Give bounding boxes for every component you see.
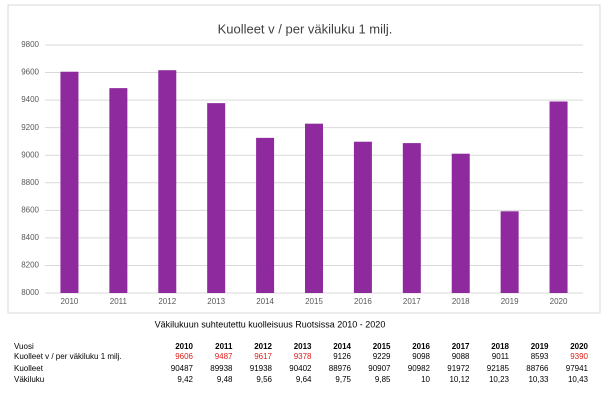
bar — [353, 141, 372, 293]
y-tick-label: 9400 — [21, 95, 39, 104]
table-cell: Kuolleet v / per väkiluku 1 milj. — [14, 352, 122, 361]
table-cell: 9487 — [215, 352, 233, 361]
table-header-cell: 2017 — [452, 342, 470, 351]
bar — [256, 137, 275, 293]
table-header-cell: 2013 — [294, 342, 312, 351]
table-cell: 90907 — [368, 364, 391, 373]
table-cell: 9,42 — [177, 375, 193, 384]
bar — [207, 103, 226, 294]
bar — [549, 101, 568, 293]
y-tick-label: 8000 — [21, 288, 39, 297]
x-tick-label: 2018 — [452, 297, 470, 306]
y-tick-label: 9600 — [21, 68, 39, 77]
table-cell: 9011 — [492, 352, 510, 361]
table-cell: 10,23 — [489, 375, 510, 384]
y-tick-label: 9200 — [21, 123, 39, 132]
bar — [60, 71, 79, 294]
x-tick-label: 2010 — [61, 297, 79, 306]
y-tick-label: 9000 — [21, 150, 39, 159]
x-tick-label: 2017 — [403, 297, 421, 306]
table-cell: 10,43 — [568, 375, 589, 384]
table-cell: Väkiluku — [14, 375, 44, 384]
y-tick-label: 9800 — [21, 40, 39, 49]
table-cell: 9617 — [254, 352, 272, 361]
bar — [158, 70, 177, 293]
table-header-cell: 2010 — [175, 342, 193, 351]
table-cell: 97941 — [566, 364, 589, 373]
table-cell: 9098 — [412, 352, 430, 361]
x-tick-label: 2014 — [256, 297, 274, 306]
table-header-cell: Vuosi — [14, 342, 34, 351]
y-tick-label: 8600 — [21, 205, 39, 214]
table-header-cell: 2016 — [412, 342, 430, 351]
table-cell: 9,75 — [335, 375, 351, 384]
table-header-cell: 2011 — [215, 342, 233, 351]
table-cell: 9606 — [175, 352, 193, 361]
table-cell: 9378 — [294, 352, 312, 361]
table-cell: 9,64 — [296, 375, 312, 384]
x-tick-label: 2015 — [305, 297, 323, 306]
table-cell: 9088 — [452, 352, 470, 361]
table-cell: 9,48 — [217, 375, 233, 384]
table-cell: 8593 — [531, 352, 549, 361]
table-cell: 91938 — [250, 364, 273, 373]
table-header-cell: 2014 — [333, 342, 351, 351]
table-header-cell: 2015 — [373, 342, 391, 351]
bar — [500, 211, 519, 293]
table-cell: 90487 — [171, 364, 194, 373]
table-header-cell: 2012 — [254, 342, 272, 351]
table-cell: 92185 — [487, 364, 510, 373]
x-tick-label: 2016 — [354, 297, 372, 306]
table-cell: 90982 — [408, 364, 431, 373]
table-cell: 90402 — [289, 364, 312, 373]
table-header-cell: 2020 — [570, 342, 588, 351]
table-cell: 91972 — [447, 364, 470, 373]
table-cell: 10,33 — [528, 375, 549, 384]
table-cell: 89938 — [210, 364, 233, 373]
chart-title: Kuolleet v / per väkiluku 1 milj. — [218, 21, 393, 36]
x-tick-label: 2011 — [110, 297, 128, 306]
table-header-cell: 2018 — [491, 342, 509, 351]
table-cell: 10,12 — [449, 375, 470, 384]
bar — [305, 123, 323, 293]
table-cell: Kuolleet — [14, 364, 44, 373]
table-header-cell: 2019 — [531, 342, 549, 351]
bar — [109, 88, 128, 293]
y-tick-label: 8200 — [21, 261, 39, 270]
y-tick-label: 8800 — [21, 178, 39, 187]
x-tick-label: 2020 — [550, 297, 568, 306]
table-cell: 88976 — [329, 364, 352, 373]
table-cell: 9,56 — [256, 375, 272, 384]
x-tick-label: 2012 — [158, 297, 176, 306]
bar — [451, 153, 470, 293]
table-caption: Väkilukuun suhteutettu kuolleisuus Ruots… — [155, 319, 386, 329]
table-cell: 10 — [421, 375, 430, 384]
x-tick-label: 2013 — [207, 297, 225, 306]
bar — [402, 143, 421, 293]
table-cell: 9229 — [373, 352, 391, 361]
table-cell: 9,85 — [375, 375, 391, 384]
table-cell: 9126 — [333, 352, 351, 361]
x-tick-label: 2019 — [501, 297, 519, 306]
y-tick-label: 8400 — [21, 233, 39, 242]
table-cell: 9390 — [570, 352, 588, 361]
table-cell: 88766 — [526, 364, 549, 373]
